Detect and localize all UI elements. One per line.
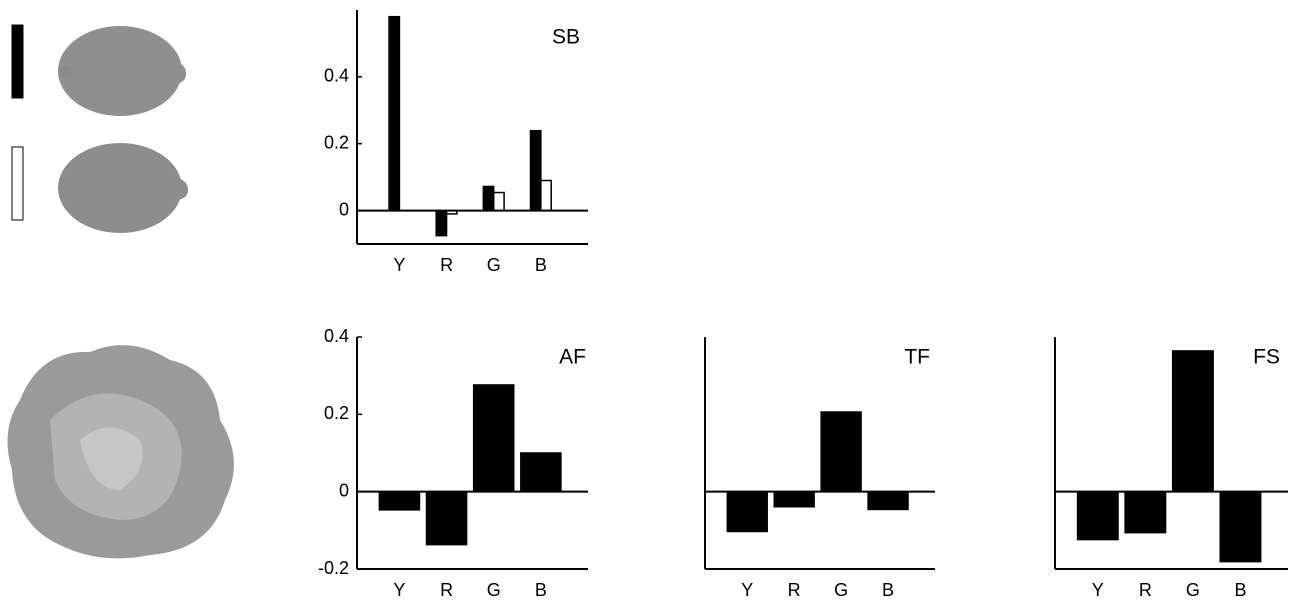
x-tick-label: B (1234, 580, 1246, 600)
bar (425, 490, 468, 546)
bar (1076, 490, 1119, 541)
x-tick-label: G (834, 580, 848, 600)
chart-title: TF (904, 346, 930, 369)
x-tick-label: Y (393, 255, 405, 275)
bar (472, 384, 515, 493)
legend (11, 24, 24, 221)
y-tick-label: 0.4 (324, 66, 349, 86)
y-tick-label: 0.2 (324, 132, 349, 152)
x-tick-label: Y (741, 580, 753, 600)
x-tick-label: Y (393, 580, 405, 600)
y-tick-label: 0 (339, 199, 349, 219)
chart: Y R G B TF (704, 337, 935, 600)
bar (388, 15, 401, 212)
bar (867, 490, 909, 511)
bar (492, 191, 505, 212)
bar (435, 209, 448, 237)
chart: Y R G B -0.2 0 0.2 0.4 AF (318, 326, 588, 600)
bar (540, 179, 552, 212)
lemon-photo (58, 26, 186, 116)
x-tick-label: G (487, 255, 501, 275)
legend-swatch (11, 24, 24, 99)
y-tick-label: 0 (339, 480, 349, 500)
lemon-silhouette (58, 143, 188, 233)
bar (773, 490, 815, 508)
chart-title: FS (1253, 346, 1280, 369)
bar (1124, 490, 1167, 534)
x-tick-label: G (487, 580, 501, 600)
bar (482, 185, 495, 212)
y-tick-label: 0.2 (324, 403, 349, 423)
x-tick-label: B (535, 580, 547, 600)
chart-title: AF (559, 346, 586, 369)
chart: Y R G B 0 0.2 0.4 SB (324, 10, 588, 275)
bar (820, 411, 862, 493)
legend-swatch (11, 146, 24, 221)
lettuce-photo (7, 345, 234, 559)
x-tick-label: G (1186, 580, 1200, 600)
bar (1171, 350, 1214, 493)
x-tick-label: R (440, 580, 453, 600)
chart-title: SB (552, 26, 580, 49)
x-tick-label: R (1139, 580, 1152, 600)
x-tick-label: B (882, 580, 894, 600)
y-tick-label: -0.2 (318, 558, 349, 578)
bar (726, 490, 768, 533)
bar (529, 129, 542, 212)
x-tick-label: Y (1092, 580, 1104, 600)
bar (1219, 490, 1262, 563)
x-tick-label: B (535, 255, 547, 275)
bar (378, 490, 421, 511)
x-tick-label: R (440, 255, 453, 275)
y-tick-label: 0.4 (324, 326, 349, 346)
x-tick-label: R (788, 580, 801, 600)
bar (520, 452, 562, 493)
chart: Y R G B FS (1054, 337, 1288, 600)
